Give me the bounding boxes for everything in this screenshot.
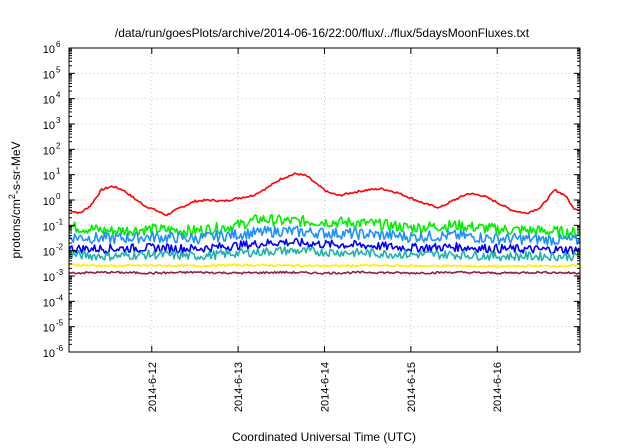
x-axis-label: Coordinated Universal Time (UTC): [232, 430, 416, 444]
y-tick-base: 10: [43, 247, 55, 259]
series-line: [68, 246, 581, 262]
y-tick-label: 10: [43, 171, 55, 183]
y-tick-label: 10: [43, 348, 55, 360]
y-tick-base: 10: [43, 145, 55, 157]
y-tick-exponent: 6: [56, 40, 61, 49]
y-tick-base: 10: [43, 69, 55, 81]
y-axis-label: protons/cm2-s-sr-MeV: [7, 141, 23, 258]
y-tick-base: 10: [43, 120, 55, 132]
y-tick-label: 10: [43, 221, 55, 233]
series-line: [68, 214, 581, 239]
y-tick-exponent: 3: [56, 116, 61, 125]
y-tick-label: 10: [43, 44, 55, 56]
y-tick-exponent: 4: [56, 91, 61, 100]
y-tick-label: 10: [43, 69, 55, 81]
series-line: [68, 225, 581, 246]
axis-ticks: [69, 47, 580, 353]
x-tick-label: 2014-6-14: [320, 362, 332, 412]
y-tick-label: 10: [43, 272, 55, 284]
y-tick-base: 10: [43, 221, 55, 233]
y-tick-exponent: -3: [56, 268, 64, 277]
grid-lines: [69, 48, 580, 352]
y-tick-label: 10: [43, 196, 55, 208]
y-tick-base: 10: [43, 171, 55, 183]
y-tick-base: 10: [43, 196, 55, 208]
y-tick-label: 10: [43, 323, 55, 335]
y-axis-label-sup: 2: [7, 194, 17, 199]
chart-title: /data/run/goesPlots/archive/2014-06-16/2…: [115, 26, 530, 40]
y-tick-label: 10: [43, 120, 55, 132]
y-tick-label: 10: [43, 247, 55, 259]
x-tick-label: 2014-6-15: [406, 362, 418, 412]
x-tick-labels: 2014-6-12 2014-6-13 2014-6-14 2014-6-15 2014…: [147, 362, 504, 412]
y-tick-exponent: -2: [56, 243, 64, 252]
y-tick-exponent: -5: [56, 319, 64, 328]
series-line: [68, 237, 581, 255]
y-tick-label: 10: [43, 297, 55, 309]
y-tick-exponent: -6: [56, 344, 64, 353]
series-line: [68, 270, 581, 275]
y-tick-base: 10: [43, 348, 55, 360]
y-axis-label-prefix: protons/cm: [9, 199, 23, 258]
y-tick-exponent: 1: [56, 167, 61, 176]
y-tick-label: 10: [43, 145, 55, 157]
y-tick-exponent: 5: [56, 65, 61, 74]
y-tick-exponent: -4: [56, 293, 64, 302]
y-axis-label-suffix: -s-sr-MeV: [9, 141, 23, 194]
series-line: [68, 172, 581, 217]
x-tick-label: 2014-6-12: [147, 362, 159, 412]
y-tick-base: 10: [43, 323, 55, 335]
y-tick-base: 10: [43, 44, 55, 56]
series-line: [68, 263, 581, 269]
y-tick-exponent: 0: [56, 192, 61, 201]
y-tick-base: 10: [43, 297, 55, 309]
series-group: [68, 172, 581, 275]
x-tick-label: 2014-6-16: [492, 362, 504, 412]
x-tick-label: 2014-6-13: [233, 362, 245, 412]
y-tick-base: 10: [43, 272, 55, 284]
y-tick-label: 10: [43, 95, 55, 107]
y-tick-exponent: -1: [56, 217, 64, 226]
y-tick-base: 10: [43, 95, 55, 107]
y-tick-exponent: 2: [56, 141, 61, 150]
